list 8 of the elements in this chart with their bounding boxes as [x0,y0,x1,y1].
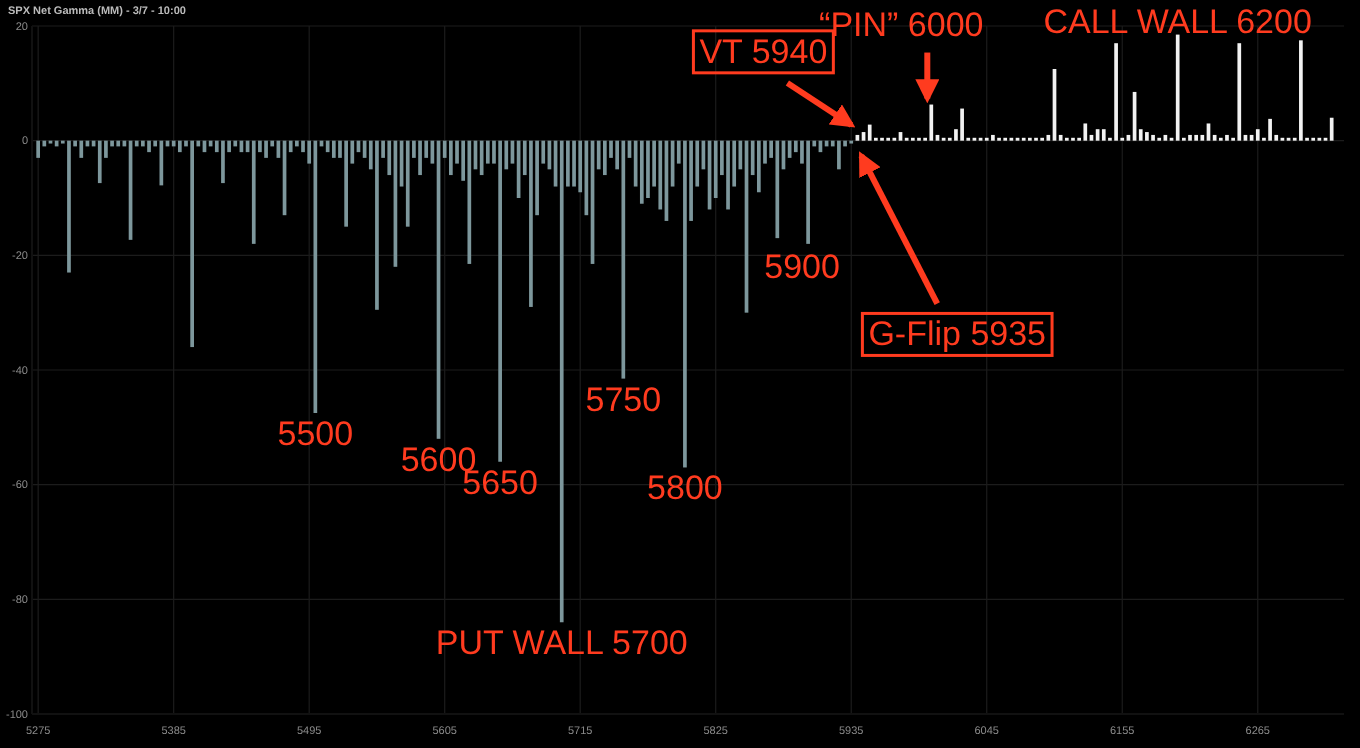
annotation: 5900 [764,247,840,286]
annotation: VT 5940 [699,32,828,71]
annotation: PUT WALL 5700 [435,624,688,663]
annotation: 5800 [647,469,723,508]
annotation: 5500 [277,414,354,453]
annotation: G-Flip 5935 [868,315,1047,354]
annotation: 5750 [585,380,662,419]
annotation: CALL WALL 6200 [1043,2,1312,41]
